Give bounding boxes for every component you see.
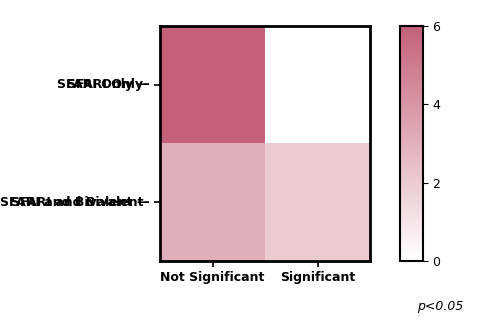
Text: SFARI and Bivalent–: SFARI and Bivalent– xyxy=(11,196,149,209)
Text: SFARI Only —: SFARI Only — xyxy=(57,78,150,91)
Text: p<0.05: p<0.05 xyxy=(417,300,463,313)
Text: SFARI and Bivalent —: SFARI and Bivalent — xyxy=(0,196,150,209)
Text: SFARI Only–: SFARI Only– xyxy=(68,78,150,91)
